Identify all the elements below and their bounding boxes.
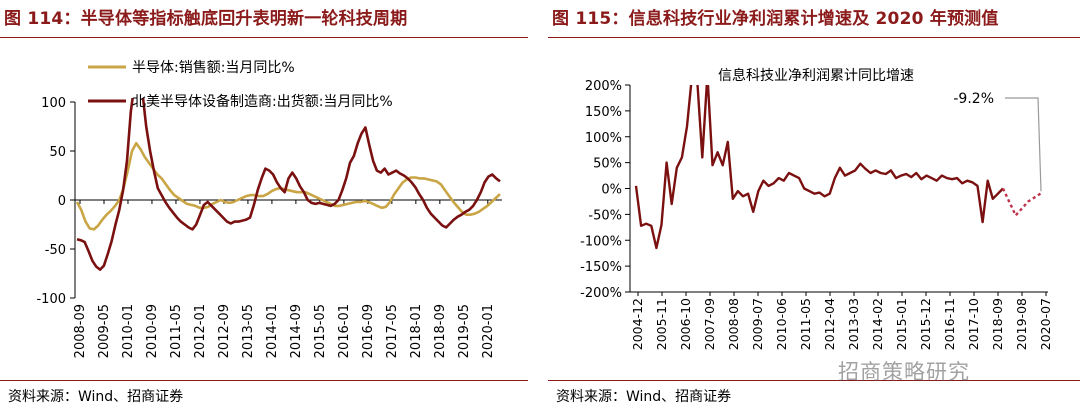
left-figure-title: 图 114：半导体等指标触底回升表明新一轮科技周期	[4, 9, 408, 29]
x-tick-label: 2009-05	[97, 304, 112, 358]
x-tick-label: 2010-06	[774, 298, 789, 350]
x-tick-label: 2013-05	[241, 304, 256, 358]
x-tick-label: 2012-01	[193, 304, 208, 358]
x-tick-label: 2005-11	[654, 298, 669, 350]
x-tick-label: 2008-08	[726, 298, 741, 350]
legend-label: 半导体:销售额:当月同比%	[132, 60, 295, 76]
y-tick-label: 100	[41, 96, 66, 111]
x-tick-label: 2007-09	[702, 298, 717, 350]
y-tick-label: -150%	[580, 260, 622, 275]
y-tick-label: -100%	[580, 234, 622, 249]
y-tick-label: -200%	[580, 286, 622, 301]
x-tick-label: 2013-03	[846, 298, 861, 350]
y-tick-label: 50%	[593, 157, 622, 172]
x-tick-label: 2014-09	[289, 304, 304, 358]
sales-series-line	[75, 141, 501, 231]
x-tick-label: 2016-01	[337, 304, 352, 358]
x-tick-label: 2020-07	[1038, 298, 1053, 350]
y-tick-label: 200%	[585, 79, 622, 94]
right-source-note: 资料来源：Wind、招商证券	[556, 389, 732, 405]
x-tick-label: 2004-12	[630, 298, 645, 350]
y-tick-label: 100%	[585, 131, 622, 146]
y-tick-label: 0	[58, 194, 66, 209]
x-tick-label: 2008-09	[73, 304, 88, 358]
x-tick-label: 2018-09	[990, 298, 1005, 350]
watermark-logo-text: 招商策略研究	[838, 360, 970, 384]
x-tick-label: 2014-02	[870, 298, 885, 350]
forecast-dashed-line	[1001, 187, 1042, 218]
x-tick-label: 2012-04	[822, 298, 837, 350]
x-tick-label: 2011-05	[169, 304, 184, 358]
x-tick-label: 2016-11	[942, 298, 957, 350]
chart-title: 信息科技业净利润累计同比增速	[718, 67, 914, 84]
left-figure-panel: 图 114：半导体等指标触底回升表明新一轮科技周期 -100 -50 0 50 100 2…	[0, 0, 528, 417]
right-figure-panel: 图 115：信息科技行业净利润累计增速及 2020 年预测值 信息科技业净利润累…	[548, 0, 1080, 417]
x-tick-label: 2017-05	[385, 304, 400, 358]
legend-label: 北美半导体设备制造商:出货额:当月同比%	[132, 93, 393, 110]
x-tick-label: 2015-05	[313, 304, 328, 358]
y-tick-label: 150%	[585, 105, 622, 120]
y-tick-label: 0%	[601, 183, 622, 198]
right-source-divider	[548, 380, 1080, 381]
x-tick-label: 2014-01	[265, 304, 280, 358]
x-tick-label: 2011-05	[798, 298, 813, 350]
x-tick-label: 2012-09	[217, 304, 232, 358]
net-profit-growth-line	[634, 85, 1004, 250]
left-source-divider	[0, 380, 528, 381]
x-tick-label: 2017-10	[966, 298, 981, 350]
x-tick-label: 2006-10	[678, 298, 693, 350]
annotation-leader-line	[1005, 97, 1042, 192]
x-tick-label: 2019-08	[1014, 298, 1029, 350]
left-line-chart: -100 -50 0 50 100 2008-09 2009-05 2010-01 2010-0…	[36, 60, 502, 358]
right-title-divider	[548, 37, 1080, 38]
x-tick-label: 2009-07	[750, 298, 765, 350]
right-line-chart: 信息科技业净利润累计同比增速 -200% -150% -100% -50% 0% 50% 10…	[580, 67, 1053, 350]
forecast-annotation-label: -9.2%	[953, 91, 994, 107]
right-figure-title: 图 115：信息科技行业净利润累计增速及 2020 年预测值	[552, 9, 999, 29]
y-tick-label: -100	[36, 292, 66, 307]
y-tick-label: -50%	[588, 208, 622, 223]
x-tick-label: 2010-09	[145, 304, 160, 358]
x-tick-label: 2015-01	[894, 298, 909, 350]
x-tick-label: 2018-09	[433, 304, 448, 358]
x-tick-label: 2010-01	[121, 304, 136, 358]
x-tick-label: 2015-12	[918, 298, 933, 350]
x-tick-label: 2019-05	[457, 304, 472, 358]
x-tick-label: 2018-01	[409, 304, 424, 358]
left-title-divider	[0, 37, 528, 38]
y-tick-label: 50	[49, 145, 66, 160]
x-tick-label: 2020-01	[481, 304, 496, 358]
x-tick-label: 2016-09	[361, 304, 376, 358]
shipments-series-line	[76, 98, 501, 271]
y-tick-label: -50	[45, 243, 66, 258]
left-source-note: 资料来源：Wind、招商证券	[8, 389, 184, 405]
